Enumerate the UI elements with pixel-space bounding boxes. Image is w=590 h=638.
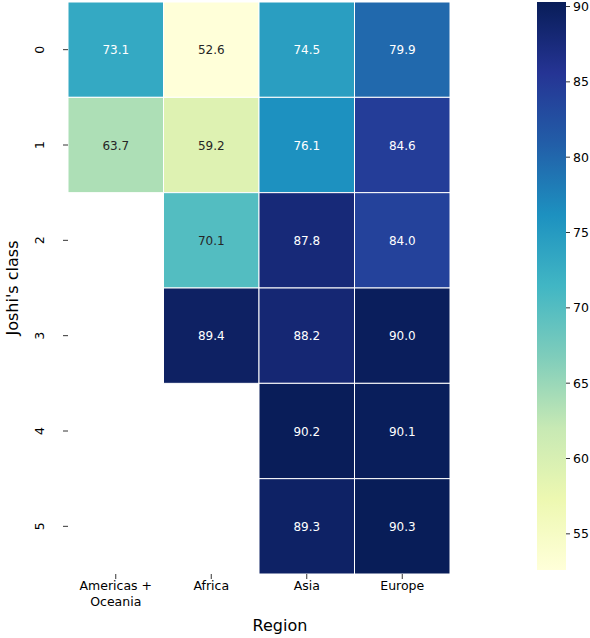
y-tick	[63, 526, 68, 527]
colorbar-tick-label: 80	[573, 150, 589, 165]
cell-label: 76.1	[293, 139, 320, 153]
colorbar-tick	[566, 458, 570, 459]
colorbar-tick	[566, 307, 570, 308]
colorbar-tick	[566, 6, 570, 7]
heat-cell	[259, 193, 355, 288]
colorbar-tick	[566, 157, 570, 158]
x-tick-label: Americas +Oceania	[79, 578, 152, 609]
cell-labels: 73.1 52.6 74.5 79.9 63.7 59.2 76.1 84.6 70.1 87.8…	[102, 43, 415, 534]
cell-label: 73.1	[102, 43, 129, 57]
chart-container: 73.1 52.6 74.5 79.9 63.7 59.2 76.1 84.6 70.1 87.8…	[0, 0, 590, 638]
colorbar-tick	[566, 232, 570, 233]
heat-cell	[164, 193, 260, 288]
colorbar	[537, 2, 566, 570]
heatmap-svg: 73.1 52.6 74.5 79.9 63.7 59.2 76.1 84.6 70.1 87.8…	[0, 0, 590, 638]
cell-label: 59.2	[198, 139, 225, 153]
cell-label: 74.5	[293, 43, 320, 57]
colorbar-tick-label: 60	[573, 451, 589, 466]
y-tick-label: 1	[32, 141, 47, 149]
heat-cell	[164, 2, 260, 97]
colorbar-tick-label: 75	[573, 225, 589, 240]
heat-cell	[355, 479, 451, 574]
cell-label: 90.1	[389, 425, 416, 439]
cell-label: 89.3	[293, 520, 320, 534]
x-tick-label: Asia	[294, 578, 320, 593]
colorbar-tick	[566, 533, 570, 534]
y-tick	[63, 145, 68, 146]
heat-cell	[259, 288, 355, 383]
x-tick-label: Europe	[380, 578, 424, 593]
heat-cell	[259, 97, 355, 192]
colorbar-tick-label: 90	[573, 0, 589, 14]
cell-label: 90.0	[389, 329, 416, 343]
heat-cell	[355, 2, 451, 97]
heat-cell	[164, 288, 260, 383]
cell-label: 52.6	[198, 43, 225, 57]
cell-label: 70.1	[198, 234, 225, 248]
cell-label: 87.8	[293, 234, 320, 248]
heat-cell	[68, 97, 164, 192]
cell-label: 84.6	[389, 139, 416, 153]
cell-label: 84.0	[389, 234, 416, 248]
y-tick-label: 5	[32, 522, 47, 530]
y-tick	[63, 431, 68, 432]
y-axis-label: Joshi's class	[3, 241, 22, 337]
heat-cell	[355, 97, 451, 192]
cell-label: 79.9	[389, 43, 416, 57]
colorbar-tick-label: 70	[573, 300, 589, 315]
cell-label: 90.3	[389, 520, 416, 534]
colorbar-tick-label: 65	[573, 376, 589, 391]
y-tick	[63, 335, 68, 336]
heat-cell	[355, 383, 451, 478]
heat-cell	[164, 97, 260, 192]
cell-label: 89.4	[198, 329, 225, 343]
heat-cell	[259, 2, 355, 97]
cell-label: 63.7	[102, 139, 129, 153]
heat-cell	[355, 193, 451, 288]
heat-cell	[259, 479, 355, 574]
cells	[68, 2, 450, 574]
colorbar-tick-label: 85	[573, 74, 589, 89]
heat-cell	[259, 383, 355, 478]
x-axis-label: Region	[253, 616, 308, 635]
y-tick-label: 0	[32, 46, 47, 54]
colorbar-tick	[566, 383, 570, 384]
y-tick	[63, 240, 68, 241]
cell-label: 88.2	[293, 329, 320, 343]
y-tick-label: 4	[32, 427, 47, 435]
cell-label: 90.2	[293, 425, 320, 439]
y-tick-label: 3	[32, 332, 47, 340]
heat-cell	[68, 2, 164, 97]
y-tick-label: 2	[32, 236, 47, 244]
colorbar-tick-label: 55	[573, 526, 589, 541]
heat-cell	[355, 288, 451, 383]
y-tick	[63, 49, 68, 50]
x-tick-label: Africa	[193, 578, 229, 593]
colorbar-tick	[566, 81, 570, 82]
